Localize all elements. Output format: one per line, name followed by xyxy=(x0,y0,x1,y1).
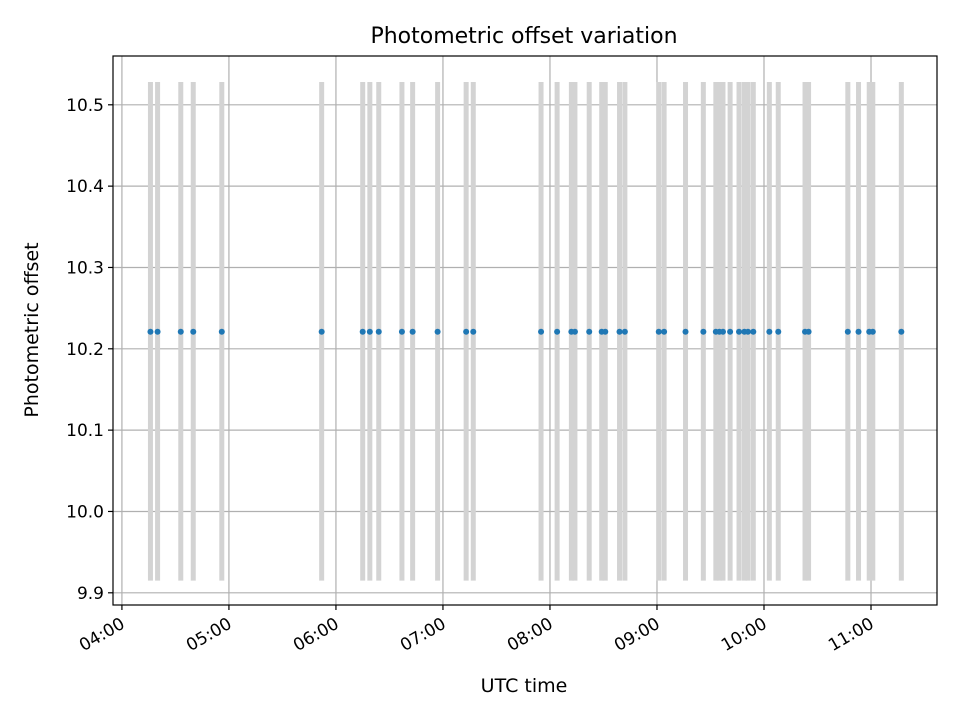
x-tick-label: 06:00 xyxy=(290,614,342,656)
x-axis-ticks: 04:00 05:00 06:00 07:00 08:00 09:00 10:00 11:00 xyxy=(76,605,878,656)
data-point xyxy=(366,328,373,335)
x-tick-label: 07:00 xyxy=(397,614,449,656)
x-tick-label: 10:00 xyxy=(718,614,770,656)
x-axis-label: UTC time xyxy=(481,675,568,697)
data-point xyxy=(844,328,851,335)
data-point xyxy=(616,328,623,335)
data-point xyxy=(147,328,154,335)
data-point xyxy=(554,328,561,335)
chart-title: Photometric offset variation xyxy=(370,24,677,49)
data-point xyxy=(177,328,184,335)
x-tick-label: 04:00 xyxy=(76,614,128,656)
y-tick-label: 10.4 xyxy=(66,177,104,197)
data-point xyxy=(661,328,668,335)
data-point xyxy=(700,328,707,335)
error-bars xyxy=(147,82,904,581)
data-point xyxy=(855,328,862,335)
y-axis-label: Photometric offset xyxy=(21,242,43,417)
data-point xyxy=(190,328,197,335)
data-point xyxy=(898,328,905,335)
data-point xyxy=(621,328,628,335)
x-tick-label: 08:00 xyxy=(504,614,556,656)
data-point xyxy=(655,328,662,335)
data-point xyxy=(154,328,161,335)
data-point xyxy=(775,328,782,335)
data-point xyxy=(766,328,773,335)
x-tick-label: 09:00 xyxy=(611,614,663,656)
data-point xyxy=(463,328,470,335)
data-point xyxy=(586,328,593,335)
y-tick-label: 10.0 xyxy=(66,502,104,522)
y-tick-label: 10.2 xyxy=(66,340,104,360)
plot-frame xyxy=(112,55,938,606)
data-point xyxy=(750,328,757,335)
data-point xyxy=(682,328,689,335)
data-point xyxy=(571,328,578,335)
data-point xyxy=(602,328,609,335)
y-tick-label: 10.1 xyxy=(66,421,104,441)
data-point xyxy=(218,328,225,335)
data-point xyxy=(736,328,743,335)
y-tick-label: 10.3 xyxy=(66,258,104,278)
data-point xyxy=(719,328,726,335)
data-point xyxy=(805,328,812,335)
data-point xyxy=(359,328,366,335)
data-point xyxy=(318,328,325,335)
data-point xyxy=(409,328,416,335)
data-point xyxy=(375,328,382,335)
data-point xyxy=(538,328,545,335)
x-tick-label: 05:00 xyxy=(183,614,235,656)
data-point xyxy=(869,328,876,335)
data-point xyxy=(470,328,477,335)
y-axis-ticks: 9.9 10.0 10.1 10.2 10.3 10.4 10.5 xyxy=(66,96,113,604)
data-point xyxy=(744,328,751,335)
data-point xyxy=(398,328,405,335)
data-points xyxy=(147,328,905,335)
y-tick-label: 9.9 xyxy=(77,584,104,604)
y-tick-label: 10.5 xyxy=(66,96,104,116)
x-tick-label: 11:00 xyxy=(825,614,877,656)
grid xyxy=(113,56,937,605)
data-point xyxy=(434,328,441,335)
data-point xyxy=(727,328,734,335)
